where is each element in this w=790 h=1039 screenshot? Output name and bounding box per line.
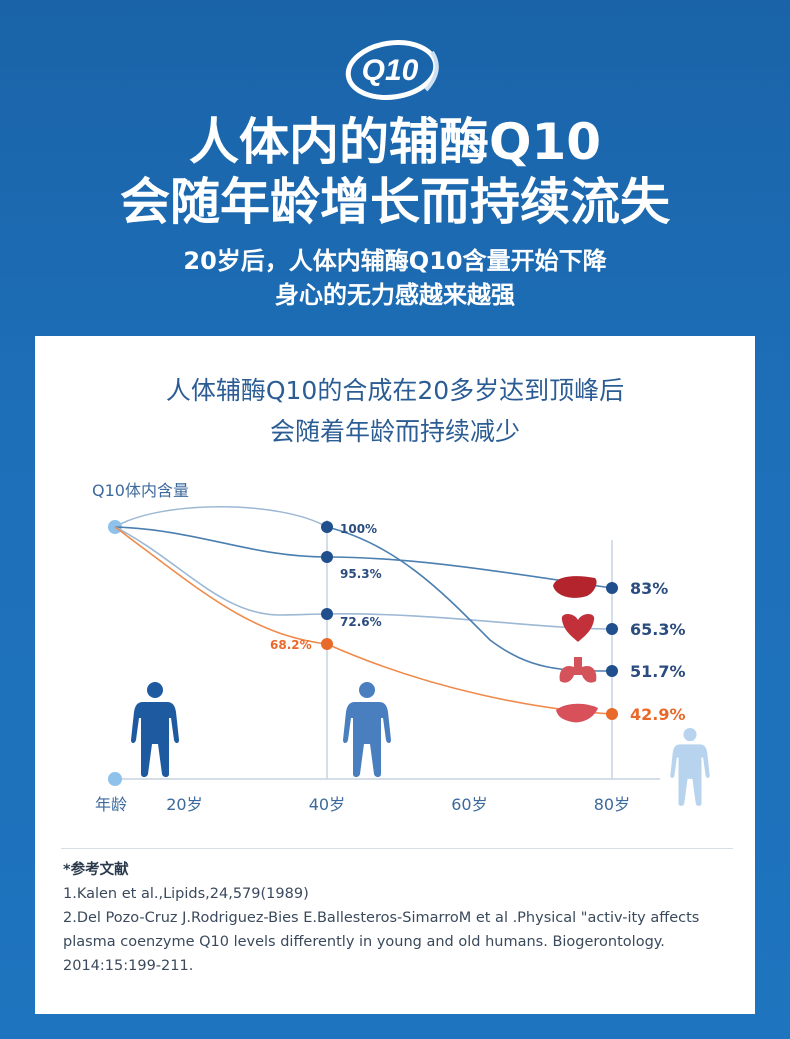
data-label-40-series-1: 95.3% xyxy=(340,567,382,581)
point-80-series-4 xyxy=(606,708,618,720)
logo-text: Q10 xyxy=(362,54,419,87)
data-label-80-series-4: 42.9% xyxy=(630,705,686,724)
subtitle-line-2: 身心的无力感越来越强 xyxy=(275,281,515,309)
x-axis-label: 年龄 xyxy=(95,795,127,814)
series-line-2 xyxy=(114,526,613,630)
references-heading: *参考文献 xyxy=(63,862,129,878)
data-label-80-series-3: 51.7% xyxy=(630,662,686,681)
top-arc-line xyxy=(114,506,328,528)
references: *参考文献 1.Kalen et al.,Lipids,24,579(1989)… xyxy=(63,858,743,978)
heart-icon xyxy=(561,614,595,642)
person-icon-40 xyxy=(343,682,391,777)
x-tick-40: 40岁 xyxy=(309,795,345,814)
reference-item-1: 1.Kalen et al.,Lipids,24,579(1989) xyxy=(63,886,309,902)
data-label-40-series-4: 68.2% xyxy=(270,638,312,652)
q10-logo: Q10 xyxy=(345,40,439,100)
chart-card: 人体辅酶Q10的合成在20多岁达到顶峰后 会随着年龄而持续减少 *参考文献 1.… xyxy=(35,336,755,1014)
page-title-line-1: 人体内的辅酶Q10 xyxy=(188,113,602,171)
card-title-line-2: 会随着年龄而持续减少 xyxy=(269,417,520,446)
page-title-line-2: 会随年龄增长而持续流失 xyxy=(120,173,670,231)
series-line-3 xyxy=(326,526,613,672)
data-label-80-series-1: 83% xyxy=(630,579,668,598)
point-80-series-3 xyxy=(606,665,618,677)
y-axis-label: Q10体内含量 xyxy=(92,481,189,500)
references-divider xyxy=(61,848,733,849)
pancreas-icon xyxy=(556,703,598,723)
card-title-line-1: 人体辅酶Q10的合成在20多岁达到顶峰后 xyxy=(165,376,625,405)
point-40-series-2 xyxy=(321,608,333,620)
lungs-icon xyxy=(559,657,597,683)
x-tick-20: 20岁 xyxy=(166,795,202,814)
person-icon-80 xyxy=(670,728,710,806)
point-80-series-2 xyxy=(606,623,618,635)
subtitle-line-1: 20岁后，人体内辅酶Q10含量开始下降 xyxy=(183,247,607,275)
data-label-40-series-2: 72.6% xyxy=(340,615,382,629)
liver-icon xyxy=(553,576,597,598)
point-40-series-3 xyxy=(321,521,333,533)
point-40-series-4 xyxy=(321,638,333,650)
origin-point xyxy=(108,772,122,786)
point-40-series-1 xyxy=(321,551,333,563)
reference-item-2: 2.Del Pozo-Cruz J.Rodriguez-Bies E.Balle… xyxy=(63,910,700,974)
person-icon-20 xyxy=(131,682,179,777)
x-tick-80: 80岁 xyxy=(594,795,630,814)
data-label-80-series-2: 65.3% xyxy=(630,620,686,639)
data-label-40-series-3: 100% xyxy=(340,522,377,536)
point-80-series-1 xyxy=(606,582,618,594)
x-tick-60: 60岁 xyxy=(451,795,487,814)
